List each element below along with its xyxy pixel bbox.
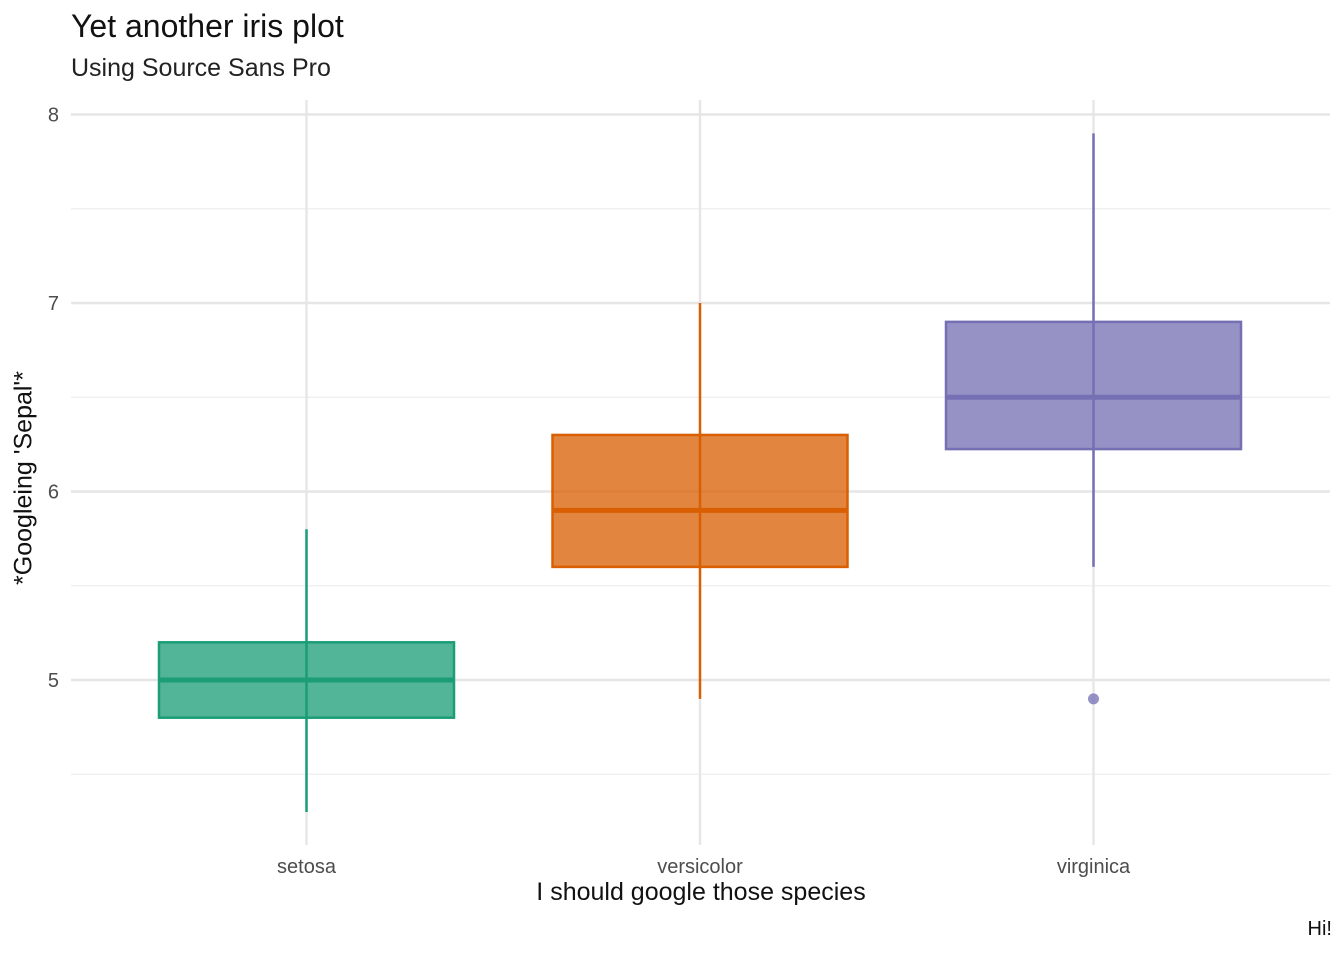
box-body	[551, 433, 849, 569]
y-tick-label: 6	[48, 482, 59, 504]
x-tick-label: versicolor	[657, 856, 743, 878]
y-tick-label: 8	[48, 105, 59, 127]
box-versicolor	[551, 303, 849, 699]
box-virginica	[944, 133, 1243, 705]
chart-subtitle: Using Source Sans Pro	[71, 54, 331, 82]
x-tick-label: virginica	[1057, 856, 1131, 878]
box-outlier-point	[1088, 693, 1099, 705]
x-axis-label: I should google those species	[536, 878, 866, 906]
box-setosa	[157, 529, 456, 812]
chart-caption: Hi!	[1307, 918, 1332, 940]
chart-title: Yet another iris plot	[71, 8, 344, 44]
x-tick-label: setosa	[277, 856, 337, 878]
y-axis-label: *Googleing 'Sepal'*	[9, 371, 38, 585]
box-body	[944, 320, 1243, 451]
y-tick-label: 7	[48, 293, 59, 315]
y-tick-label: 5	[48, 670, 59, 692]
